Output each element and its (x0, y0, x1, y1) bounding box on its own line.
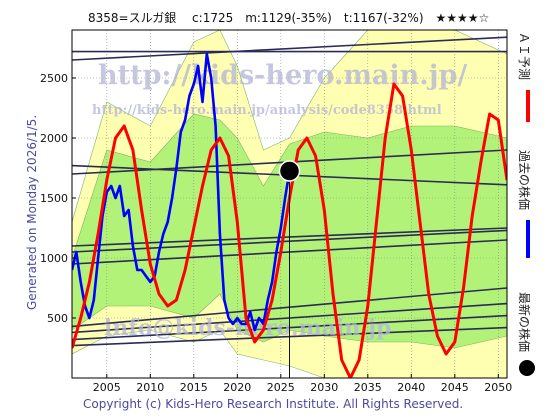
y-tick-label: 1500 (40, 192, 68, 205)
y-tick-label: 2000 (40, 132, 68, 145)
legend-label-past: 過去の株価 (517, 150, 532, 210)
x-tick-label: 2020 (223, 381, 251, 394)
copyright: Copyright (c) Kids-Hero Research Institu… (83, 397, 463, 411)
x-tick-label: 2010 (136, 381, 164, 394)
x-tick-label: 2005 (93, 381, 121, 394)
x-tick-label: 2035 (354, 381, 382, 394)
watermark-url-sub: http://kids-hero.main.jp/analysis/code83… (92, 103, 442, 118)
latest-price-point (278, 160, 301, 182)
x-tick-label: 2030 (310, 381, 338, 394)
x-tick-label: 2050 (484, 381, 512, 394)
series-line-0 (72, 52, 291, 332)
x-tick-label: 2045 (441, 381, 469, 394)
legend-label-latest: 最新の株価 (517, 292, 532, 352)
y-tick-label: 2500 (40, 72, 68, 85)
y-tick-label: 500 (47, 312, 68, 325)
legend-label-ai: ＡＩ予測 (517, 32, 531, 80)
legend: ＡＩ予測 過去の株価 最新の株価 (517, 32, 535, 376)
watermark-url: http://kids-hero.main.jp/ (98, 60, 467, 91)
x-tick-label: 2025 (267, 381, 295, 394)
x-tick-label: 2015 (180, 381, 208, 394)
x-tick-label: 2040 (397, 381, 425, 394)
plot-content: http://kids-hero.main.jp/http://kids-her… (72, 30, 507, 378)
legend-swatch-latest (519, 360, 535, 376)
trend-line-1 (72, 36, 507, 61)
y-tick-label: 1000 (40, 252, 68, 265)
axis-ticks: 2005 2010 2015 2020 2025 2030 2035 2040 2045 2050… (40, 72, 512, 394)
generated-date: Generated on Monday 2026/1/5. (25, 115, 39, 310)
plot-frame (71, 29, 508, 379)
chart-title: 8358=スルガ銀 c:1725 m:1129(-35%) t:1167(-32… (88, 11, 489, 25)
plot-area: http://kids-hero.main.jp/http://kids-her… (72, 30, 507, 378)
